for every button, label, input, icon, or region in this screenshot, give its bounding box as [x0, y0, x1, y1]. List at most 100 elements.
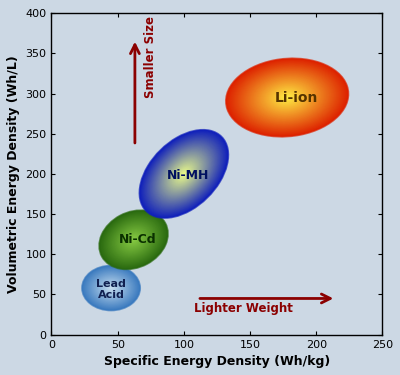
Ellipse shape — [106, 284, 116, 292]
Ellipse shape — [102, 281, 120, 295]
Ellipse shape — [173, 163, 195, 185]
Ellipse shape — [82, 266, 140, 310]
Ellipse shape — [162, 153, 205, 195]
Text: Lead
Acid: Lead Acid — [96, 279, 126, 300]
Ellipse shape — [148, 138, 220, 210]
Ellipse shape — [116, 225, 151, 255]
Ellipse shape — [111, 220, 156, 259]
Ellipse shape — [95, 276, 127, 300]
Ellipse shape — [107, 217, 160, 262]
Ellipse shape — [108, 217, 160, 262]
Ellipse shape — [100, 211, 167, 268]
Ellipse shape — [140, 130, 228, 217]
Ellipse shape — [256, 77, 319, 118]
Ellipse shape — [249, 74, 325, 122]
Ellipse shape — [102, 213, 164, 266]
Ellipse shape — [273, 88, 302, 107]
Ellipse shape — [176, 166, 192, 182]
Ellipse shape — [107, 285, 116, 291]
Ellipse shape — [235, 64, 339, 131]
Ellipse shape — [167, 157, 201, 191]
Ellipse shape — [163, 153, 205, 195]
Ellipse shape — [278, 92, 296, 104]
Ellipse shape — [109, 219, 158, 261]
Ellipse shape — [252, 75, 322, 120]
Ellipse shape — [96, 276, 127, 300]
Ellipse shape — [150, 141, 217, 207]
Ellipse shape — [104, 214, 164, 266]
Ellipse shape — [100, 279, 123, 297]
Ellipse shape — [115, 224, 152, 256]
Ellipse shape — [285, 96, 289, 99]
Ellipse shape — [103, 214, 164, 266]
Ellipse shape — [146, 136, 222, 212]
Ellipse shape — [281, 94, 293, 102]
Ellipse shape — [166, 156, 202, 192]
Ellipse shape — [183, 173, 185, 175]
Ellipse shape — [97, 277, 125, 299]
Ellipse shape — [89, 271, 133, 305]
Ellipse shape — [270, 86, 304, 109]
Ellipse shape — [157, 147, 210, 200]
Ellipse shape — [98, 278, 124, 298]
Ellipse shape — [239, 67, 335, 128]
Ellipse shape — [160, 150, 208, 198]
Ellipse shape — [121, 229, 146, 251]
Ellipse shape — [96, 276, 126, 300]
Ellipse shape — [240, 68, 334, 128]
Ellipse shape — [112, 221, 155, 258]
Ellipse shape — [106, 284, 116, 292]
Ellipse shape — [238, 66, 336, 129]
Ellipse shape — [98, 278, 125, 298]
Ellipse shape — [114, 223, 153, 256]
Ellipse shape — [174, 164, 194, 183]
Ellipse shape — [87, 269, 135, 307]
Ellipse shape — [155, 145, 213, 202]
Ellipse shape — [92, 273, 130, 303]
Ellipse shape — [120, 228, 147, 252]
Ellipse shape — [114, 222, 154, 257]
Ellipse shape — [243, 69, 331, 126]
Ellipse shape — [144, 135, 223, 213]
Ellipse shape — [133, 239, 134, 240]
Ellipse shape — [260, 81, 314, 114]
Text: Li-ion: Li-ion — [275, 90, 318, 105]
Ellipse shape — [232, 62, 342, 133]
Ellipse shape — [83, 267, 139, 309]
Ellipse shape — [113, 222, 154, 258]
Ellipse shape — [126, 233, 141, 246]
X-axis label: Specific Energy Density (Wh/kg): Specific Energy Density (Wh/kg) — [104, 355, 330, 368]
Ellipse shape — [165, 156, 202, 192]
Ellipse shape — [227, 59, 348, 136]
Ellipse shape — [143, 134, 225, 214]
Ellipse shape — [130, 237, 137, 243]
Ellipse shape — [86, 269, 136, 307]
Ellipse shape — [154, 144, 214, 203]
Ellipse shape — [254, 76, 321, 119]
Ellipse shape — [269, 86, 306, 109]
Ellipse shape — [142, 133, 226, 215]
Ellipse shape — [126, 233, 142, 247]
Ellipse shape — [122, 230, 145, 250]
Ellipse shape — [116, 225, 151, 255]
Ellipse shape — [89, 271, 133, 305]
Ellipse shape — [112, 222, 155, 258]
Ellipse shape — [108, 286, 114, 290]
Ellipse shape — [142, 132, 226, 216]
Ellipse shape — [98, 278, 124, 298]
Ellipse shape — [110, 287, 112, 289]
Ellipse shape — [165, 155, 203, 193]
Ellipse shape — [85, 268, 137, 308]
Ellipse shape — [245, 71, 329, 124]
Ellipse shape — [275, 90, 300, 105]
Ellipse shape — [102, 213, 165, 267]
Ellipse shape — [149, 139, 219, 208]
Ellipse shape — [130, 236, 138, 243]
Ellipse shape — [230, 61, 344, 134]
Ellipse shape — [272, 88, 302, 107]
Ellipse shape — [102, 281, 120, 295]
Ellipse shape — [110, 219, 158, 261]
Ellipse shape — [268, 85, 306, 110]
Ellipse shape — [246, 71, 328, 124]
Ellipse shape — [178, 168, 190, 180]
